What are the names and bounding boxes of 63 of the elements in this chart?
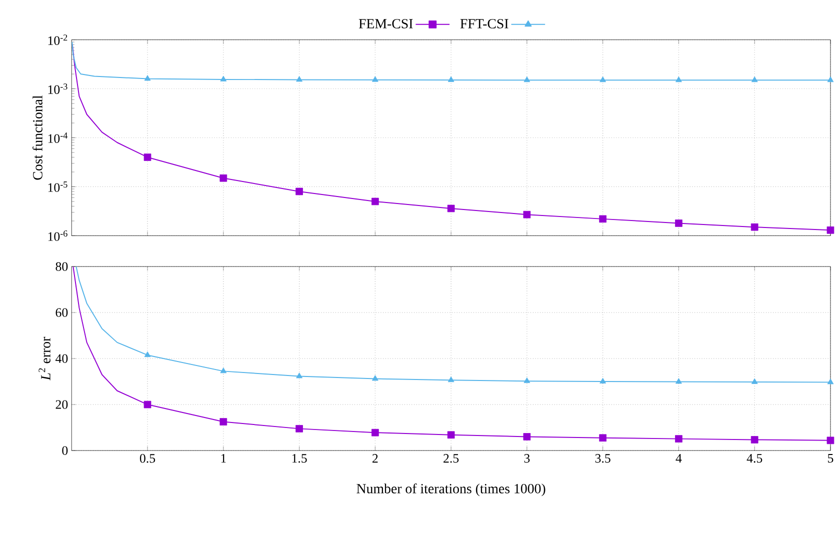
x-tick-label: 3 [524, 454, 530, 463]
point [750, 223, 758, 231]
y-tick-label: 80 [56, 262, 68, 271]
point [524, 377, 530, 384]
point [750, 436, 758, 444]
x-tick-label: 2.5 [444, 454, 459, 463]
point [675, 435, 682, 442]
point [296, 372, 302, 378]
point [296, 188, 303, 196]
point [523, 433, 531, 440]
point [751, 378, 758, 384]
point [447, 431, 455, 439]
point [372, 375, 378, 381]
y-tick-label: 20 [56, 400, 68, 409]
point [144, 75, 151, 81]
point [676, 76, 682, 82]
point [523, 210, 531, 218]
x-tick-label: 1 [221, 454, 226, 463]
y-tick-label: 10$^{-5}$ [48, 182, 68, 192]
y-axis-title: Cost functional [32, 95, 42, 180]
x-tick-label: 0.5 [140, 454, 156, 463]
point [144, 154, 152, 161]
x-tick-label: 4 [676, 454, 682, 463]
point [144, 400, 152, 408]
point [372, 76, 378, 82]
y-tick-label: 10$^{-2}$ [48, 34, 68, 45]
point [524, 76, 530, 82]
point [676, 378, 682, 384]
point [826, 226, 834, 234]
x-tick-label: 1.5 [292, 454, 307, 463]
point [448, 376, 454, 382]
point [296, 425, 303, 432]
point [448, 76, 454, 82]
point [220, 368, 227, 374]
x-axis-title: Number of iterations (times 1000) [356, 483, 546, 496]
legend-label: FEM-CSI [358, 19, 413, 28]
y-axis-title: L$^{2}$ error [38, 336, 50, 380]
point [600, 378, 606, 384]
x-tick-label: 2 [372, 454, 378, 463]
y-tick-label: 10$^{-4}$ [48, 132, 68, 143]
point [220, 174, 228, 182]
point [600, 76, 606, 82]
point [826, 436, 834, 444]
point [220, 76, 227, 82]
y-tick-label: 40 [55, 354, 68, 363]
x-tick-label: 3.5 [595, 454, 610, 463]
x-tick-label: 4.5 [746, 454, 762, 463]
point [447, 204, 455, 212]
point [599, 434, 606, 442]
point [371, 428, 379, 436]
point [751, 76, 758, 82]
point [675, 220, 682, 227]
y-tick-label: 60 [56, 308, 68, 317]
y-tick-label: 0 [62, 446, 68, 455]
point [371, 198, 379, 206]
legend-label: FFT-CSI [460, 19, 508, 28]
point [599, 215, 606, 223]
point [144, 351, 151, 358]
point [220, 418, 228, 426]
point [296, 76, 302, 82]
x-tick-label: 5 [828, 454, 834, 463]
y-tick-label: 10$^{-6}$ [48, 230, 68, 241]
y-tick-label: 10$^{-3}$ [48, 84, 68, 94]
